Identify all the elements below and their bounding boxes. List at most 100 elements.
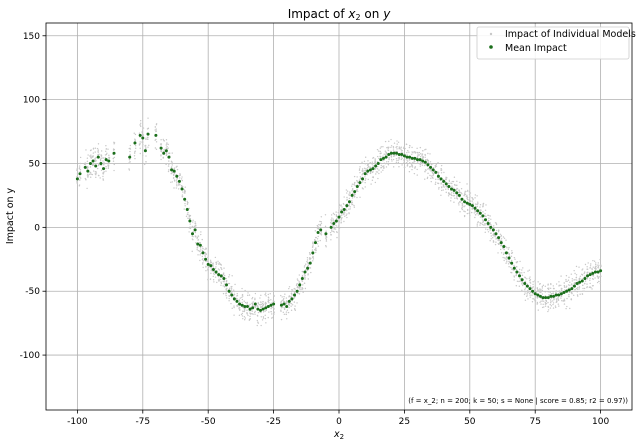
individual-model-point [288,304,290,306]
mean-impact-point [491,228,495,232]
individual-model-point [242,317,244,320]
individual-model-point [134,138,136,140]
individual-model-point [248,294,251,296]
individual-model-point [571,280,573,282]
individual-model-point [480,209,482,211]
individual-model-point [346,199,348,201]
individual-model-point [76,173,79,175]
individual-model-point [513,256,516,259]
individual-model-point [437,171,440,174]
individual-model-point [560,295,563,298]
individual-model-point [243,310,245,313]
individual-model-point [283,298,285,300]
individual-model-point [286,309,289,311]
mean-impact-point [565,289,569,293]
individual-model-point [547,283,549,285]
individual-model-point [294,309,297,312]
individual-model-point [416,174,418,176]
individual-model-point [312,256,314,259]
individual-model-point [330,220,333,222]
mean-impact-point [583,276,587,280]
individual-model-point [145,146,147,148]
individual-model-point [304,276,306,279]
mean-impact-point [91,159,95,163]
individual-model-point [384,162,387,165]
legend-marker-mean [489,45,493,49]
individual-model-point [108,157,111,159]
individual-model-point [103,164,105,166]
individual-model-point [264,304,267,307]
individual-model-point [531,287,533,289]
individual-model-point [338,209,340,211]
mean-impact-point [138,133,142,137]
mean-impact-point [347,200,351,204]
individual-model-point [247,294,249,297]
individual-model-point [346,196,348,199]
individual-model-point [359,166,361,168]
individual-model-point [592,274,595,277]
individual-model-point [260,324,262,327]
individual-model-point [179,177,181,179]
individual-model-point [297,292,299,295]
individual-model-point [375,171,378,173]
individual-model-point [251,298,253,300]
individual-model-point [456,184,458,186]
individual-model-point [440,169,442,172]
mean-impact-point [266,305,270,309]
individual-model-point [194,222,196,225]
mean-impact-point [206,262,210,266]
individual-model-point [102,171,104,174]
individual-model-point [580,273,583,276]
individual-model-point [351,192,354,195]
individual-model-point [344,215,346,217]
individual-model-point [364,186,366,188]
individual-model-point [451,192,453,194]
individual-model-point [105,170,107,172]
individual-model-point [527,270,529,272]
individual-model-point [283,300,286,303]
individual-model-point [231,285,233,288]
y-tick-label: 50 [29,159,41,169]
individual-model-point [367,160,369,162]
individual-model-point [260,294,262,297]
individual-model-point [147,127,150,130]
individual-model-point [557,296,559,299]
individual-model-point [303,273,306,275]
individual-model-point [320,222,323,224]
individual-model-point [574,272,576,275]
individual-model-point [560,297,562,299]
mean-impact-point [298,283,302,287]
individual-model-point [337,220,340,222]
individual-model-point [367,178,369,181]
individual-model-point [409,165,411,168]
individual-model-point [505,239,507,241]
individual-model-point [244,289,246,292]
individual-model-point [586,271,588,274]
individual-model-point [338,227,341,229]
individual-model-point [215,263,218,266]
individual-model-point [188,218,191,220]
individual-model-point [256,324,258,327]
individual-model-point [443,171,445,174]
individual-model-point [160,154,162,156]
individual-model-point [340,205,342,207]
individual-model-point [364,176,366,178]
individual-model-point [508,261,511,263]
individual-model-point [234,283,236,286]
mean-impact-point [353,190,357,194]
individual-model-point [340,221,342,223]
individual-model-point [128,169,131,171]
individual-model-point [532,281,534,283]
individual-model-point [241,301,243,304]
individual-model-point [440,183,442,185]
individual-model-point [134,145,137,147]
individual-model-point [102,179,105,181]
individual-model-point [90,157,92,159]
individual-model-point [307,263,310,265]
individual-model-point [426,177,429,180]
individual-model-point [575,279,578,281]
individual-model-point [249,315,251,318]
individual-model-point [338,221,341,223]
individual-model-point [187,202,189,204]
individual-model-point [265,295,267,297]
